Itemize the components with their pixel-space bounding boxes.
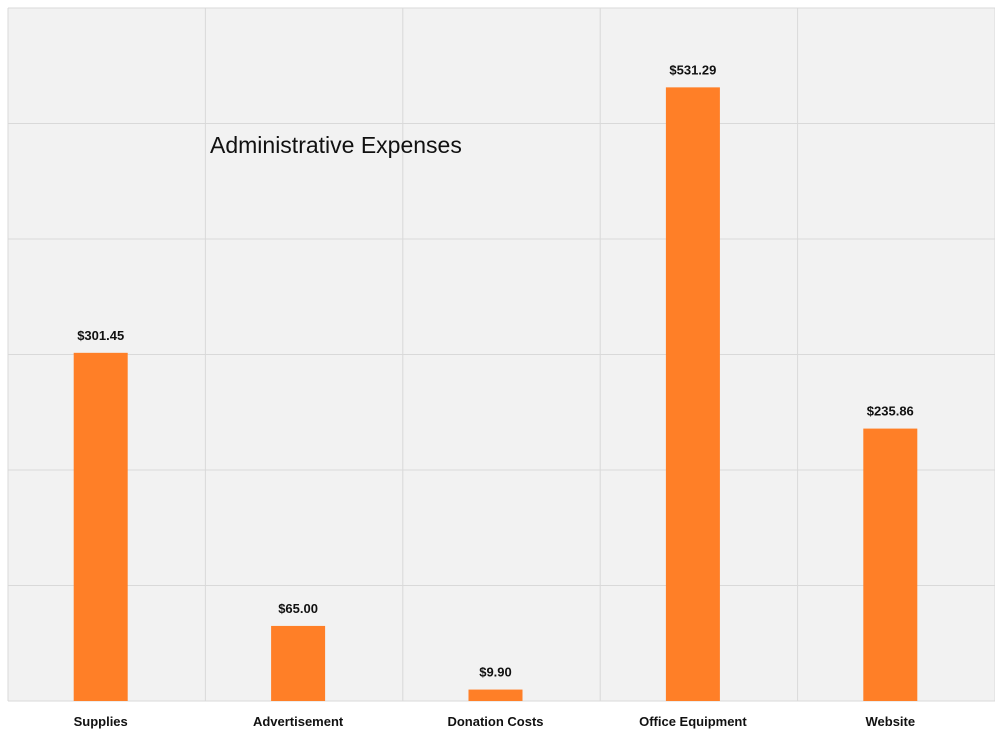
- x-tick-label: Donation Costs: [447, 714, 543, 729]
- data-label: $301.45: [77, 328, 124, 343]
- bar-website: [863, 428, 918, 701]
- data-label: $9.90: [479, 665, 512, 680]
- data-label: $65.00: [278, 601, 318, 616]
- bars: [73, 87, 918, 701]
- x-tick-label: Office Equipment: [639, 714, 747, 729]
- bar-advertisement: [271, 625, 326, 701]
- x-tick-label: Advertisement: [253, 714, 344, 729]
- data-label: $531.29: [669, 62, 716, 77]
- data-label: $235.86: [867, 404, 914, 419]
- bar-donation-costs: [468, 689, 523, 701]
- x-tick-label: Supplies: [74, 714, 128, 729]
- x-tick-label: Website: [865, 714, 915, 729]
- value-labels: $301.45 $65.00 $9.90 $531.29 $235.86: [77, 62, 914, 679]
- bar-office-equipment: [665, 87, 720, 701]
- bar-supplies: [73, 352, 128, 701]
- x-tick-labels: Supplies Advertisement Donation Costs Offic…: [74, 714, 915, 729]
- grid-lines: [7, 7, 995, 702]
- chart-title: Administrative Expenses: [210, 132, 462, 158]
